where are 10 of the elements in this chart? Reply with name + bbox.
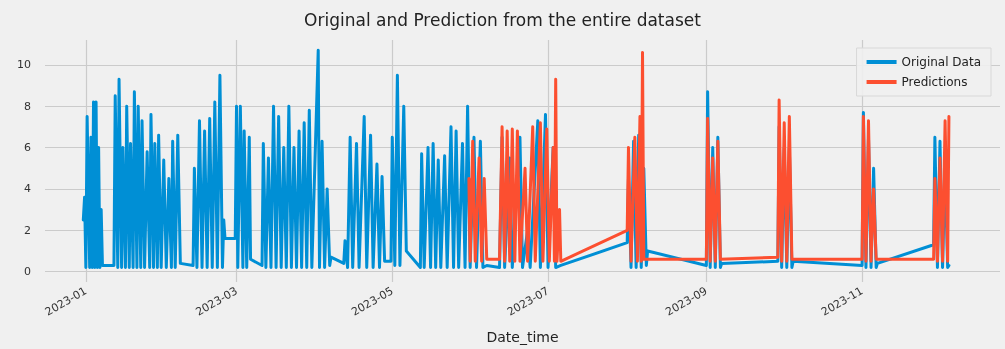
y-tick-label: 6	[24, 141, 31, 155]
chart-title: Original and Prediction from the entire dataset	[304, 9, 702, 30]
y-tick-label: 2	[24, 223, 31, 237]
y-tick-label: 4	[24, 182, 31, 196]
y-tick-label: 8	[24, 99, 31, 113]
legend-label: Original Data	[901, 55, 982, 69]
y-tick-label: 10	[17, 58, 31, 72]
legend-label: Predictions	[901, 75, 968, 89]
y-tick-label: 0	[24, 265, 31, 279]
x-axis-title: Date_time	[486, 329, 559, 345]
